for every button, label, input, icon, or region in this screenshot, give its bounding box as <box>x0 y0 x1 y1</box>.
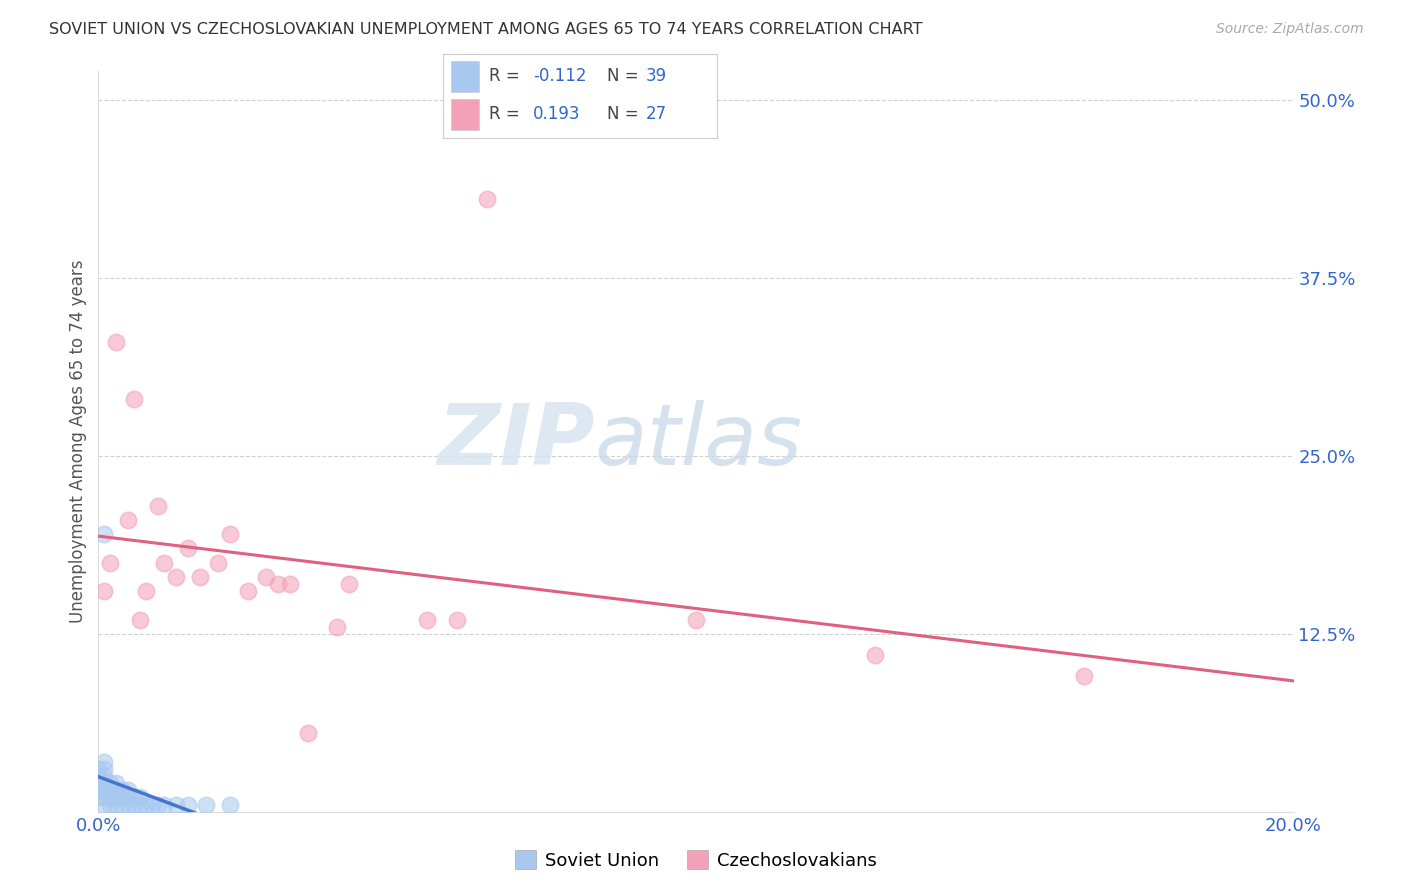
Point <box>105 776 128 790</box>
Point <box>111 790 134 805</box>
Point <box>111 783 134 797</box>
Legend: Soviet Union, Czechoslovakians: Soviet Union, Czechoslovakians <box>508 843 884 877</box>
Point <box>105 783 128 797</box>
Point <box>87 769 110 783</box>
Point <box>124 392 146 406</box>
Point <box>153 797 176 812</box>
Point <box>93 527 115 541</box>
Text: 39: 39 <box>645 67 666 85</box>
Point <box>195 797 218 812</box>
Text: -0.112: -0.112 <box>533 67 586 85</box>
Point <box>326 619 349 633</box>
FancyBboxPatch shape <box>451 62 478 92</box>
Point <box>98 797 122 812</box>
Text: R =: R = <box>489 105 526 123</box>
Point <box>87 790 110 805</box>
Point <box>93 762 115 776</box>
Text: R =: R = <box>489 67 526 85</box>
Point <box>416 613 439 627</box>
Text: SOVIET UNION VS CZECHOSLOVAKIAN UNEMPLOYMENT AMONG AGES 65 TO 74 YEARS CORRELATI: SOVIET UNION VS CZECHOSLOVAKIAN UNEMPLOY… <box>49 22 922 37</box>
Point <box>87 762 110 776</box>
Point <box>105 790 128 805</box>
Point <box>105 334 128 349</box>
Point <box>236 584 259 599</box>
Point <box>177 797 200 812</box>
Point <box>177 541 200 556</box>
Point <box>93 797 115 812</box>
Point <box>278 577 301 591</box>
Point <box>93 776 115 790</box>
Point <box>254 570 277 584</box>
Point <box>117 783 139 797</box>
Point <box>297 726 319 740</box>
Point <box>93 783 115 797</box>
Point <box>87 783 110 797</box>
Point <box>117 790 139 805</box>
Point <box>165 570 187 584</box>
Point <box>87 776 110 790</box>
Point <box>117 797 139 812</box>
Text: ZIP: ZIP <box>437 400 595 483</box>
Text: 0.193: 0.193 <box>533 105 581 123</box>
Point <box>93 584 115 599</box>
Point <box>105 797 128 812</box>
Point <box>207 556 229 570</box>
Y-axis label: Unemployment Among Ages 65 to 74 years: Unemployment Among Ages 65 to 74 years <box>69 260 87 624</box>
Text: N =: N = <box>607 67 644 85</box>
FancyBboxPatch shape <box>451 99 478 130</box>
Point <box>98 556 122 570</box>
Text: atlas: atlas <box>595 400 803 483</box>
Text: N =: N = <box>607 105 644 123</box>
Point <box>339 577 361 591</box>
Point <box>1073 669 1095 683</box>
Point <box>98 783 122 797</box>
Point <box>446 613 468 627</box>
Point <box>111 797 134 812</box>
Point <box>685 613 707 627</box>
Point <box>135 797 157 812</box>
Point <box>219 527 242 541</box>
Point <box>129 797 152 812</box>
Point <box>135 584 157 599</box>
Point <box>93 769 115 783</box>
Point <box>165 797 187 812</box>
Point <box>475 193 498 207</box>
Point <box>124 797 146 812</box>
Point <box>219 797 242 812</box>
Point <box>124 790 146 805</box>
Point <box>117 513 139 527</box>
Text: Source: ZipAtlas.com: Source: ZipAtlas.com <box>1216 22 1364 37</box>
Point <box>153 556 176 570</box>
Point <box>129 790 152 805</box>
Text: 27: 27 <box>645 105 666 123</box>
Point <box>93 790 115 805</box>
Point <box>129 613 152 627</box>
Point <box>865 648 887 662</box>
Point <box>98 790 122 805</box>
Point <box>98 776 122 790</box>
Point <box>188 570 211 584</box>
Point <box>148 797 170 812</box>
Point <box>93 755 115 769</box>
Point <box>148 499 170 513</box>
Point <box>267 577 290 591</box>
Point <box>141 797 163 812</box>
